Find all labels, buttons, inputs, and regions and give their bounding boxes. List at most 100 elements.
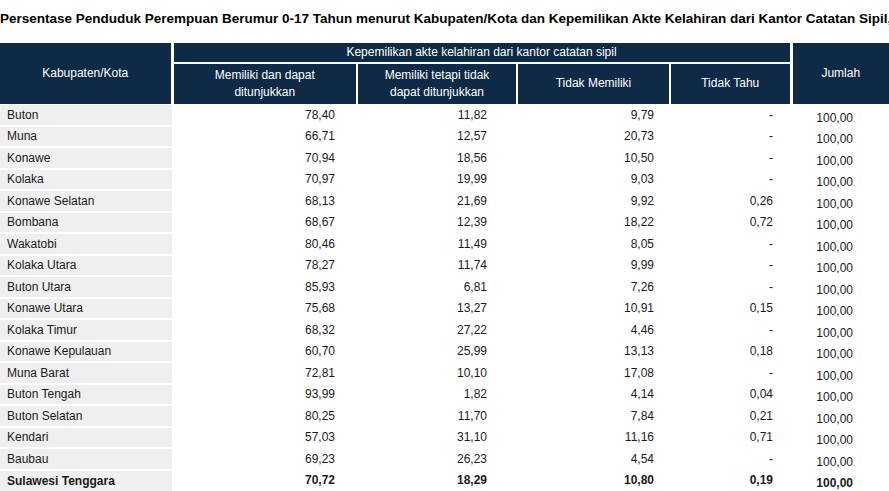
cell-text: 21,69 bbox=[457, 194, 487, 208]
row-label: Sulawesi Tenggara bbox=[0, 470, 172, 491]
cell-value: 11,16 bbox=[517, 427, 670, 449]
cell-text: 100,00 bbox=[816, 347, 853, 361]
row-label: Buton Selatan bbox=[0, 405, 172, 427]
cell-value: 12,39 bbox=[357, 212, 517, 234]
cell-text: 100,00 bbox=[816, 261, 853, 275]
cell-text: 100,00 bbox=[816, 476, 853, 490]
table-row: Buton Selatan80,2511,707,840,21100,00 bbox=[0, 405, 889, 427]
cell-jumlah: 100,00 bbox=[791, 169, 889, 191]
cell-text: 19,99 bbox=[457, 172, 487, 186]
cell-text: 6,81 bbox=[464, 280, 487, 294]
table-row: Kolaka70,9719,999,03-100,00 bbox=[0, 169, 889, 191]
cell-jumlah: 100,00 bbox=[791, 319, 889, 341]
cell-text: 70,97 bbox=[305, 172, 335, 186]
cell-value: - bbox=[670, 104, 791, 126]
cell-value: 17,08 bbox=[517, 362, 670, 384]
table-row: Buton Tengah93,991,824,140,04100,00 bbox=[0, 384, 889, 406]
cell-text: 100,00 bbox=[816, 240, 853, 254]
column-header-kabupaten-kota: Kabupaten/Kota bbox=[0, 43, 172, 104]
row-label: Kolaka bbox=[0, 169, 172, 191]
cell-value: 68,67 bbox=[172, 212, 357, 234]
cell-text: 70,94 bbox=[305, 151, 335, 165]
table-row: Konawe Utara75,6813,2710,910,15100,00 bbox=[0, 298, 889, 320]
cell-text: 31,10 bbox=[457, 430, 487, 444]
cell-value: 11,49 bbox=[357, 233, 517, 255]
cell-text: 20,73 bbox=[624, 129, 654, 143]
cell-text: 10,10 bbox=[457, 366, 487, 380]
table-row: Sulawesi Tenggara70,7218,2910,800,19100,… bbox=[0, 470, 889, 491]
row-label: Muna Barat bbox=[0, 362, 172, 384]
cell-value: 0,04 bbox=[670, 384, 791, 406]
cell-text: 0,72 bbox=[750, 215, 773, 229]
cell-text: 4,14 bbox=[631, 387, 654, 401]
cell-value: 68,32 bbox=[172, 319, 357, 341]
cell-jumlah: 100,00 bbox=[791, 470, 889, 491]
cell-text: 100,00 bbox=[816, 111, 853, 125]
cell-text: 68,32 bbox=[305, 323, 335, 337]
cell-value: 10,80 bbox=[517, 470, 670, 491]
cell-text: 68,67 bbox=[305, 215, 335, 229]
cell-text: - bbox=[769, 258, 773, 272]
cell-text: - bbox=[769, 452, 773, 466]
cell-text: 8,05 bbox=[631, 237, 654, 251]
cell-text: 0,15 bbox=[750, 301, 773, 315]
cell-text: 100,00 bbox=[816, 154, 853, 168]
cell-text: 0,26 bbox=[750, 194, 773, 208]
cell-value: 10,50 bbox=[517, 147, 670, 169]
cell-text: 18,29 bbox=[457, 473, 487, 487]
cell-value: 93,99 bbox=[172, 384, 357, 406]
cell-text: 66,71 bbox=[305, 129, 335, 143]
cell-text: 4,54 bbox=[631, 452, 654, 466]
column-header-tidak-tahu: Tidak Tahu bbox=[670, 63, 791, 104]
cell-value: 85,93 bbox=[172, 276, 357, 298]
cell-text: 7,26 bbox=[631, 280, 654, 294]
column-group-header: Kepemilikan akte kelahiran dari kantor c… bbox=[172, 43, 791, 63]
row-label: Buton bbox=[0, 104, 172, 126]
cell-value: 21,69 bbox=[357, 190, 517, 212]
cell-text: 18,22 bbox=[624, 215, 654, 229]
cell-value: 1,82 bbox=[357, 384, 517, 406]
cell-text: 10,50 bbox=[624, 151, 654, 165]
cell-value: 10,10 bbox=[357, 362, 517, 384]
table-row: Baubau69,2326,234,54-100,00 bbox=[0, 448, 889, 470]
cell-text: 11,70 bbox=[458, 409, 487, 423]
cell-text: - bbox=[769, 280, 773, 294]
cell-text: - bbox=[769, 237, 773, 251]
cell-text: 11,82 bbox=[458, 108, 487, 122]
cell-value: 69,23 bbox=[172, 448, 357, 470]
row-label: Wakatobi bbox=[0, 233, 172, 255]
cell-text: 0,04 bbox=[750, 387, 773, 401]
cell-text: 100,00 bbox=[816, 326, 853, 340]
row-label: Kolaka Utara bbox=[0, 255, 172, 277]
cell-jumlah: 100,00 bbox=[791, 233, 889, 255]
cell-text: 75,68 bbox=[305, 301, 335, 315]
cell-value: 0,21 bbox=[670, 405, 791, 427]
header-row-group: Kabupaten/Kota Kepemilikan akte kelahira… bbox=[0, 43, 889, 63]
cell-text: 60,70 bbox=[305, 344, 335, 358]
table-row: Wakatobi 80,46 11,49 8,05 - 100,00 bbox=[0, 233, 889, 255]
cell-text: 100,00 bbox=[816, 197, 853, 211]
table-row: Muna66,7112,5720,73-100,00 bbox=[0, 126, 889, 148]
cell-value: 57,03 bbox=[172, 427, 357, 449]
cell-text: 80,25 bbox=[305, 409, 335, 423]
column-header-jumlah: Jumlah bbox=[791, 43, 889, 104]
cell-value: 31,10 bbox=[357, 427, 517, 449]
row-label: Konawe Kepulauan bbox=[0, 341, 172, 363]
data-table: Kabupaten/Kota Kepemilikan akte kelahira… bbox=[0, 43, 889, 491]
row-label: Muna bbox=[0, 126, 172, 148]
cell-value: 78,40 bbox=[172, 104, 357, 126]
cell-value: 75,68 bbox=[172, 298, 357, 320]
cell-text: 80,46 bbox=[305, 237, 335, 251]
cell-text: 11,49 bbox=[458, 237, 487, 251]
cell-value: 4,14 bbox=[517, 384, 670, 406]
table-row: Kolaka Timur68,3227,224,46-100,00 bbox=[0, 319, 889, 341]
cell-value: - bbox=[670, 126, 791, 148]
cell-text: 70,72 bbox=[305, 473, 335, 487]
table-row: Konawe Kepulauan60,7025,9913,130,18100,0… bbox=[0, 341, 889, 363]
row-label: Konawe bbox=[0, 147, 172, 169]
cell-text: 100,00 bbox=[816, 304, 853, 318]
cell-text: 9,03 bbox=[631, 172, 654, 186]
table-row: Bombana68,6712,3918,220,72100,00 bbox=[0, 212, 889, 234]
cell-text: 100,00 bbox=[816, 175, 853, 189]
cell-value: - bbox=[670, 147, 791, 169]
